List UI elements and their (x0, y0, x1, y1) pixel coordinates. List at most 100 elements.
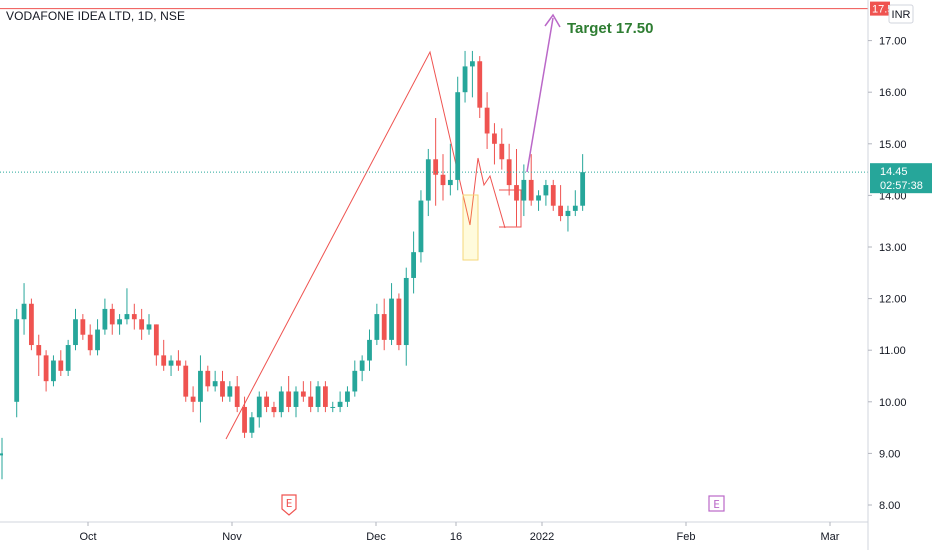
candle-body (227, 386, 233, 397)
candle-body (271, 406, 277, 413)
y-tick-label: 10.00 (879, 397, 907, 409)
candle-body (205, 370, 211, 387)
target-arrow (526, 17, 554, 173)
earnings-marker: E (281, 494, 297, 516)
candle-body (308, 396, 314, 407)
candle-body (389, 298, 394, 340)
candle-body (153, 324, 159, 356)
candle-body (396, 298, 402, 346)
earnings-marker: E (708, 495, 725, 512)
target-price-tag (870, 1, 890, 16)
candle-body (411, 252, 416, 278)
trend-lines (225, 50, 522, 440)
candle-body (176, 360, 181, 366)
candle-body (492, 133, 497, 144)
candle-body (543, 185, 549, 196)
candle-body (190, 396, 196, 402)
x-tick-label: Dec (366, 531, 386, 543)
last-price-tag (870, 163, 932, 194)
candle-body (87, 334, 93, 351)
candle-body (242, 406, 247, 433)
candle-body (234, 386, 240, 407)
countdown-timer: 02:57:38 (880, 180, 923, 192)
candle-body (21, 303, 27, 320)
candle-body (455, 92, 461, 180)
candle-body (470, 61, 475, 67)
x-tick-label: Feb (677, 531, 696, 543)
earnings-label: E (713, 498, 720, 511)
candle-body (139, 319, 145, 330)
y-tick-label: 15.00 (879, 139, 907, 151)
candle-body (109, 308, 115, 325)
candle-body (58, 360, 64, 371)
candle-body (580, 172, 586, 206)
chart-title: VODAFONE IDEA LTD, 1D, NSE (6, 9, 186, 23)
x-tick-label: 16 (450, 531, 462, 543)
candle-body (102, 308, 108, 330)
candle-body (293, 391, 299, 407)
candle-body (80, 319, 86, 335)
candle-body (315, 386, 321, 407)
candle-body (499, 143, 505, 160)
candle-body (462, 66, 468, 93)
candle-body (300, 391, 306, 397)
y-tick-label: 9.00 (879, 448, 900, 460)
candle-body (249, 417, 255, 433)
range-box (499, 189, 522, 228)
candle-body (345, 391, 350, 402)
candle-body (506, 159, 512, 186)
candle-body (323, 386, 328, 407)
candle-body (536, 195, 541, 201)
candle-body (528, 179, 534, 201)
candle-body (286, 391, 292, 407)
candle-body (0, 453, 3, 456)
candle-body (14, 319, 20, 402)
candle-body (124, 314, 130, 320)
candle-body (183, 365, 189, 397)
y-tick-label: 11.00 (879, 345, 906, 357)
x-tick-label: Oct (79, 531, 96, 543)
candle-body (521, 179, 527, 201)
candle-body (51, 360, 56, 382)
candle-body (352, 370, 358, 392)
candles (0, 50, 586, 480)
y-tick-label: 16.00 (879, 87, 907, 99)
time-axis[interactable]: Oct Nov Dec 16 2022 Feb Mar (0, 521, 868, 543)
candle-body (381, 314, 387, 340)
candle-body (161, 355, 167, 366)
y-tick-label: 14.00 (879, 190, 907, 202)
candle-body (95, 329, 100, 351)
candle-body (330, 406, 336, 408)
candle-body (65, 345, 71, 371)
candle-body (131, 314, 137, 320)
candle-body (403, 277, 409, 346)
x-tick-label: Nov (222, 531, 242, 543)
earnings-badge (281, 494, 297, 516)
candle-body (264, 396, 269, 407)
candle-body (565, 210, 571, 217)
candle-body (484, 107, 490, 134)
currency-badge (888, 4, 914, 24)
y-tick-label: 17.00 (879, 36, 907, 48)
price-axis[interactable]: 8.00 9.00 10.00 11.00 12.00 13.00 14.00 15.00 16… (867, 0, 932, 550)
target-arrow-head (544, 13, 561, 28)
candle-body (374, 314, 380, 340)
earnings-badge (708, 495, 725, 512)
candle-body (212, 381, 218, 387)
candle-body (278, 391, 284, 413)
candle-body (73, 319, 78, 346)
candle-body (447, 179, 453, 186)
candle-body (433, 159, 439, 175)
candle-body (198, 370, 203, 402)
candle-body (440, 174, 446, 186)
candle-body (146, 324, 152, 330)
candle-body (36, 345, 42, 356)
candle-body (572, 205, 578, 211)
candle-body (29, 303, 34, 346)
candle-body (514, 185, 519, 201)
last-price-value: 14.45 (880, 166, 908, 178)
candle-body (359, 360, 365, 371)
candle-body (477, 61, 483, 108)
